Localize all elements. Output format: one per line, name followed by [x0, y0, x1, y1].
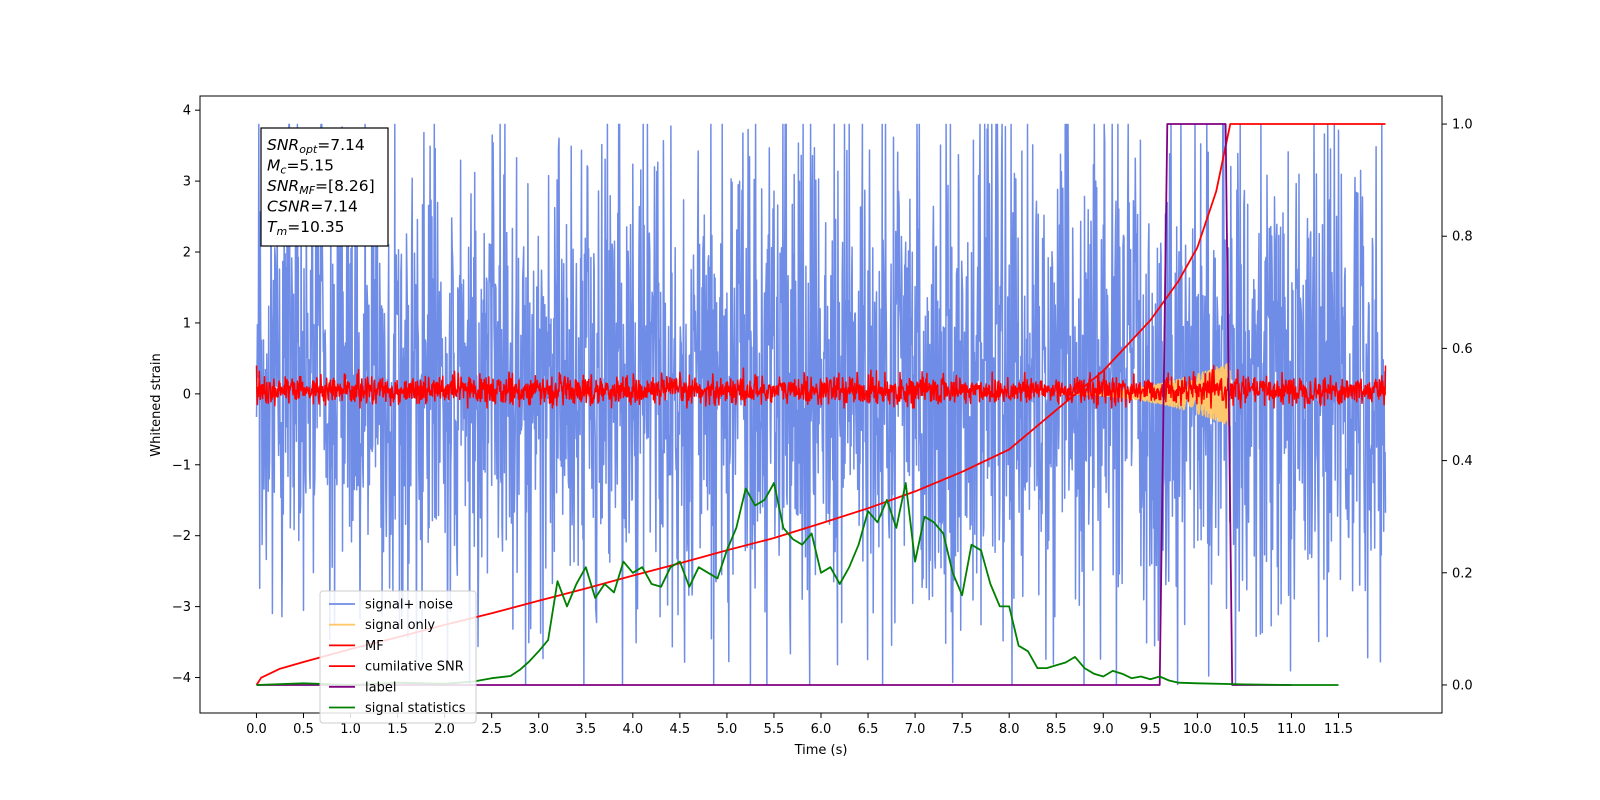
x-tick-label: 11.0: [1277, 722, 1306, 737]
x-tick-label: 8.5: [1046, 722, 1067, 737]
y-tick-label: 0: [183, 387, 191, 402]
x-tick-label: 1.5: [387, 722, 408, 737]
legend-label: signal only: [365, 618, 435, 633]
x-tick-label: 3.5: [575, 722, 596, 737]
x-tick-label: 10.5: [1230, 722, 1259, 737]
x-tick-label: 6.5: [858, 722, 879, 737]
annotation-line: SNRMF=[8.26]: [267, 177, 375, 197]
y-tick-label: 4: [183, 104, 191, 119]
y-tick-label: −2: [172, 529, 191, 544]
y-tick-label: −4: [172, 671, 191, 686]
annotation-frame: [260, 127, 389, 247]
annotation-line: Tm=10.35: [267, 218, 345, 238]
x-tick-label: 9.0: [1093, 722, 1114, 737]
x-tick-label: 2.5: [481, 722, 502, 737]
legend-label: MF: [365, 639, 384, 654]
x-tick-label: 1.0: [340, 722, 361, 737]
x-tick-label: 2.0: [434, 722, 455, 737]
x-tick-label: 7.5: [952, 722, 973, 737]
legend-label: cumilative SNR: [365, 660, 464, 675]
x-axis: 0.0 0.5 1.0 1.5 2.0 2.5 3.0 3.5 4.0 4.5 5.0 5.5 6.0 6…: [246, 713, 1353, 737]
y2-tick-label: 0.6: [1452, 342, 1473, 357]
x-tick-label: 4.5: [670, 722, 691, 737]
series-line-5: [256, 482, 1339, 686]
y2-tick-label: 0.4: [1452, 454, 1473, 469]
legend-label: label: [365, 680, 396, 695]
y-tick-label: −3: [172, 600, 191, 615]
y-tick-label: 3: [183, 175, 191, 190]
x-tick-label: 8.0: [999, 722, 1020, 737]
annotation-line: SNRopt=7.14: [267, 136, 365, 156]
y2-tick-label: 0.2: [1452, 566, 1473, 581]
y-tick-label: 2: [183, 246, 191, 261]
legend-label: signal+ noise: [365, 598, 453, 613]
legend-label: signal statistics: [365, 701, 466, 716]
x-tick-label: 0.0: [246, 722, 267, 737]
x-tick-label: 6.0: [811, 722, 832, 737]
x-tick-label: 9.5: [1140, 722, 1161, 737]
x-tick-label: 7.0: [905, 722, 926, 737]
annotation-line: Mc=5.15: [267, 157, 334, 177]
legend-frame: [319, 590, 477, 724]
y2-tick-label: 1.0: [1452, 118, 1473, 133]
y-axis-left: 4 3 2 1 0 −1 −2 −3 −4: [172, 104, 200, 686]
x-tick-label: 5.0: [717, 722, 738, 737]
x-tick-label: 3.0: [528, 722, 549, 737]
x-tick-label: 10.0: [1183, 722, 1212, 737]
y2-tick-label: 0.0: [1452, 678, 1473, 693]
x-tick-label: 11.5: [1324, 722, 1353, 737]
annotation-line: CSNR=7.14: [267, 198, 358, 216]
y-axis-right: 1.0 0.8 0.6 0.4 0.2 0.0: [1442, 118, 1473, 693]
legend: signal+ noise signal only MF cumilative SNR…: [319, 590, 477, 724]
y-axis-label: Whitened strain: [149, 353, 164, 456]
x-tick-label: 4.0: [622, 722, 643, 737]
y2-tick-label: 0.8: [1452, 230, 1473, 245]
x-axis-label: Time (s): [794, 743, 848, 758]
x-tick-label: 5.5: [764, 722, 785, 737]
x-tick-label: 0.5: [293, 722, 314, 737]
y-tick-label: −1: [172, 458, 191, 473]
y-tick-label: 1: [183, 316, 191, 331]
series-line-2: [255, 364, 1387, 409]
